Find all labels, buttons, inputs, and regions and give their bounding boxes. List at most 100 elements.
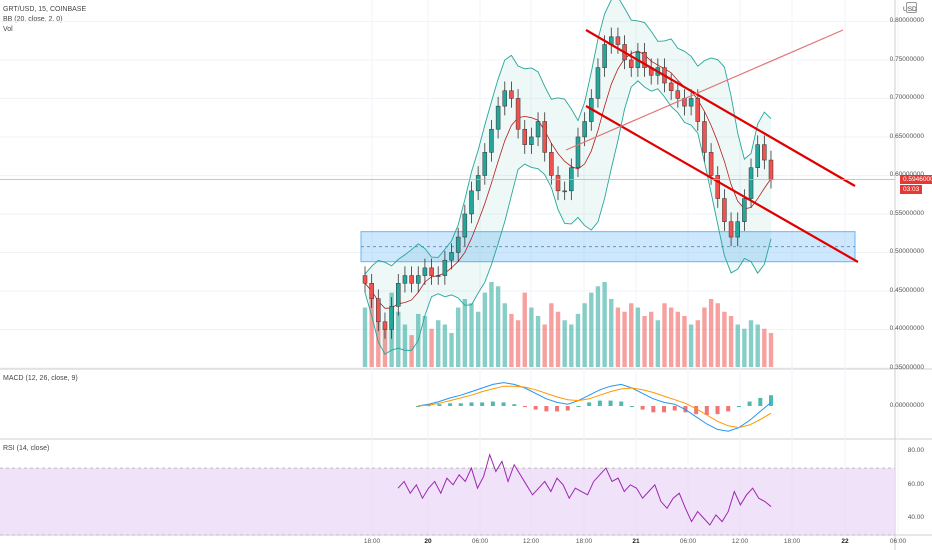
macd-histogram-bar <box>533 406 538 410</box>
volume-bar <box>495 286 501 367</box>
volume-bar <box>569 324 574 367</box>
candle-body <box>449 252 454 261</box>
macd-histogram-bar <box>640 406 645 410</box>
y-tick-label: 0.40000000 <box>889 325 924 333</box>
macd-histogram-bar <box>587 402 592 406</box>
volume-bar <box>429 328 434 367</box>
y-tick-label: 0.55000000 <box>889 209 924 217</box>
volume-bar <box>682 316 687 367</box>
candle-body <box>376 298 381 323</box>
macd-histogram-bar <box>416 406 420 407</box>
candle-body <box>475 175 481 192</box>
candle-body <box>522 128 527 145</box>
macd-histogram-bar <box>629 406 634 407</box>
macd-histogram-bar <box>747 401 752 406</box>
candle-body <box>562 190 567 193</box>
macd-histogram-bar <box>458 403 463 406</box>
volume-bar <box>609 299 614 367</box>
rsi-label[interactable]: RSI (14, close) <box>3 445 50 452</box>
macd-histogram-bar <box>694 406 699 415</box>
macd-pane[interactable]: MACD (12, 26, close, 9) <box>0 370 932 438</box>
volume-bar <box>762 328 767 367</box>
volume-bar <box>522 292 527 367</box>
candle-body <box>462 213 468 238</box>
candle-body <box>542 121 547 153</box>
candle-body <box>722 198 727 222</box>
candle-body <box>755 144 760 168</box>
candle-body <box>742 198 747 222</box>
volume-bar <box>515 320 521 367</box>
volume-bar <box>436 320 441 367</box>
volume-bar <box>475 311 481 367</box>
rsi-y-tick: 40.00 <box>907 514 924 522</box>
volume-indicator-label[interactable]: Vol <box>3 26 13 33</box>
x-tick-label: 22 <box>841 538 849 545</box>
macd-histogram-bar <box>437 404 442 406</box>
volume-bar <box>549 303 554 367</box>
x-tick-label: 21 <box>632 538 640 545</box>
volume-bar <box>702 307 707 367</box>
volume-bar <box>575 313 581 367</box>
candle-body <box>549 152 554 176</box>
volume-bar <box>602 282 607 367</box>
volume-bar <box>675 311 681 367</box>
macd-histogram-bar <box>672 406 677 411</box>
candle-body <box>688 98 694 107</box>
candle-body <box>602 44 607 68</box>
candle-body <box>615 36 621 45</box>
candle-body <box>489 128 494 153</box>
y-tick-label: 0.70000000 <box>889 94 924 102</box>
macd-histogram-bar <box>555 406 560 412</box>
macd-histogram-bar <box>726 406 731 412</box>
candle-body <box>529 136 534 145</box>
volume-bar <box>589 292 594 367</box>
volume-bar <box>662 303 667 367</box>
candle-body <box>675 90 681 99</box>
volume-bar <box>529 307 534 367</box>
rsi-pane[interactable]: RSI (14, close) <box>0 440 932 535</box>
macd-histogram-bar <box>704 406 709 415</box>
candle-body <box>362 275 368 284</box>
volume-bar <box>728 316 734 367</box>
x-tick-label: 06:00 <box>889 538 907 545</box>
volume-bar <box>369 299 374 367</box>
macd-label[interactable]: MACD (12, 26, close, 9) <box>3 375 78 382</box>
candle-body <box>369 283 374 299</box>
candle-body <box>735 221 740 238</box>
candle-body <box>515 98 521 130</box>
volume-bar <box>555 311 561 367</box>
macd-histogram-bar <box>736 406 741 407</box>
settings-icon[interactable] <box>906 2 917 13</box>
candle-body <box>768 159 774 180</box>
candle-body <box>415 275 421 284</box>
candle-body <box>628 59 634 68</box>
macd-histogram-bar <box>608 400 613 406</box>
x-tick-label: 18:00 <box>575 538 593 545</box>
volume-bar <box>629 303 634 367</box>
candle-body <box>435 275 441 277</box>
volume-bar <box>642 316 647 367</box>
volume-bar <box>562 320 567 367</box>
y-tick-label: 0.50000000 <box>889 248 924 256</box>
candle-body <box>382 321 388 330</box>
volume-bar <box>635 307 641 367</box>
macd-histogram-bar <box>565 406 570 411</box>
candle-body <box>575 136 581 168</box>
candle-body <box>555 175 561 192</box>
price-pane[interactable]: GRT/USD, 15, COINBASE BB (20, close, 2, … <box>0 0 932 368</box>
macd-histogram-bar <box>469 402 474 406</box>
x-tick-label: 18:00 <box>363 538 381 545</box>
bb-indicator-label[interactable]: BB (20, close, 2, 0) <box>3 16 63 23</box>
candle-body <box>429 267 434 276</box>
volume-bar <box>422 316 428 367</box>
candle-body <box>495 105 501 130</box>
macd-histogram-bar <box>576 406 581 407</box>
volume-bar <box>502 303 507 367</box>
candle-body <box>422 267 428 276</box>
candle-body <box>748 167 754 199</box>
volume-bar <box>469 303 474 367</box>
volume-bar <box>735 324 740 367</box>
volume-bar <box>655 320 661 367</box>
volume-bar <box>748 320 754 367</box>
